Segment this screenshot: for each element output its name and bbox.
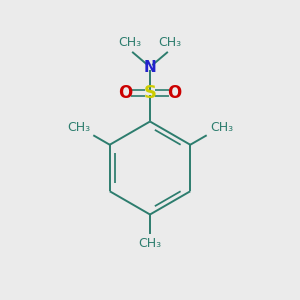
Text: N: N — [144, 60, 156, 75]
Text: CH₃: CH₃ — [158, 36, 182, 49]
Text: CH₃: CH₃ — [210, 121, 233, 134]
Text: CH₃: CH₃ — [67, 121, 90, 134]
Text: CH₃: CH₃ — [138, 237, 162, 250]
Text: O: O — [167, 84, 182, 102]
Text: O: O — [118, 84, 133, 102]
Text: S: S — [143, 84, 157, 102]
Text: CH₃: CH₃ — [118, 36, 142, 49]
